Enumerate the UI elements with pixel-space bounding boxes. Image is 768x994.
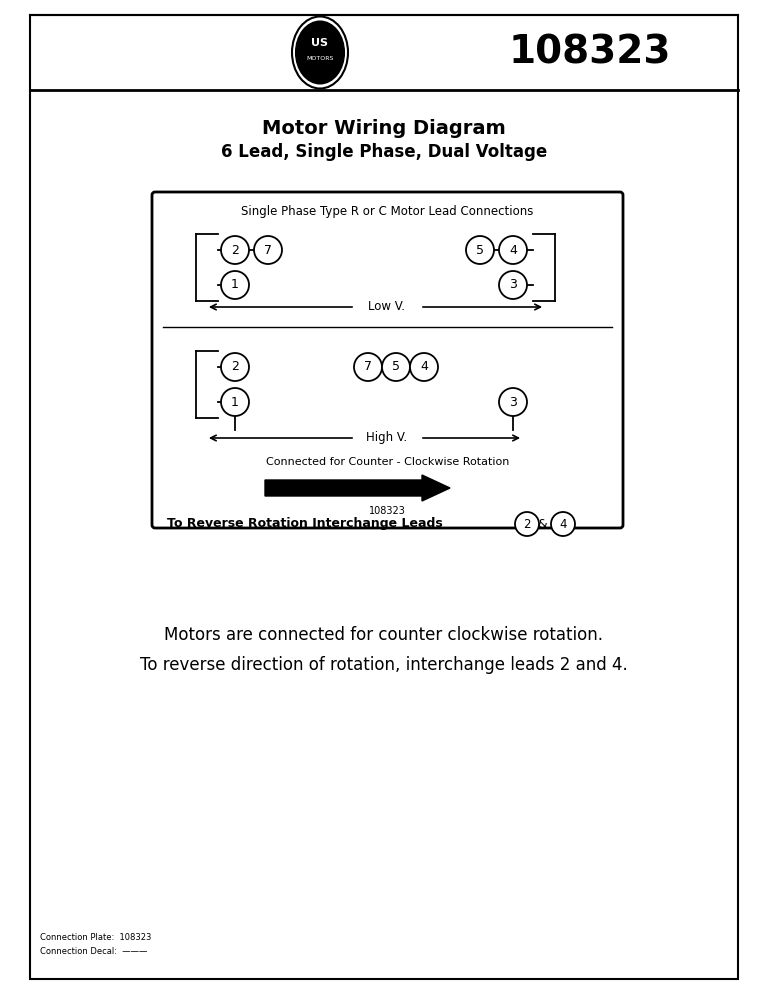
FancyBboxPatch shape — [152, 192, 623, 528]
Text: 3: 3 — [509, 278, 517, 291]
Circle shape — [354, 353, 382, 381]
Circle shape — [410, 353, 438, 381]
Text: US: US — [312, 39, 329, 49]
FancyArrow shape — [265, 475, 450, 501]
Circle shape — [499, 388, 527, 416]
Text: &: & — [537, 518, 547, 531]
Ellipse shape — [296, 21, 344, 83]
Text: 2: 2 — [231, 361, 239, 374]
Text: 5: 5 — [392, 361, 400, 374]
Circle shape — [499, 271, 527, 299]
Text: 1: 1 — [231, 278, 239, 291]
Circle shape — [515, 512, 539, 536]
Circle shape — [499, 236, 527, 264]
Circle shape — [466, 236, 494, 264]
Circle shape — [551, 512, 575, 536]
Circle shape — [254, 236, 282, 264]
Text: Connection Decal:  ———: Connection Decal: ——— — [40, 946, 147, 955]
Text: Low V.: Low V. — [369, 300, 406, 313]
Text: 108323: 108323 — [369, 506, 406, 516]
Text: Connected for Counter - Clockwise Rotation: Connected for Counter - Clockwise Rotati… — [266, 457, 509, 467]
Text: 3: 3 — [509, 396, 517, 409]
Text: 2: 2 — [523, 518, 531, 531]
Text: 4: 4 — [559, 518, 567, 531]
Text: 4: 4 — [509, 244, 517, 256]
Text: 2: 2 — [231, 244, 239, 256]
Text: Single Phase Type R or C Motor Lead Connections: Single Phase Type R or C Motor Lead Conn… — [241, 205, 534, 218]
Text: 108323: 108323 — [508, 34, 671, 72]
Text: Motors are connected for counter clockwise rotation.: Motors are connected for counter clockwi… — [164, 626, 604, 644]
Circle shape — [221, 353, 249, 381]
Text: 6 Lead, Single Phase, Dual Voltage: 6 Lead, Single Phase, Dual Voltage — [221, 143, 547, 161]
Text: 1: 1 — [231, 396, 239, 409]
Text: High V.: High V. — [366, 431, 408, 444]
Circle shape — [221, 236, 249, 264]
Text: Motor Wiring Diagram: Motor Wiring Diagram — [262, 118, 506, 137]
Text: 5: 5 — [476, 244, 484, 256]
Text: To Reverse Rotation Interchange Leads: To Reverse Rotation Interchange Leads — [167, 518, 442, 531]
Text: MOTORS: MOTORS — [306, 56, 333, 61]
Text: 7: 7 — [264, 244, 272, 256]
Text: 4: 4 — [420, 361, 428, 374]
Circle shape — [382, 353, 410, 381]
Text: 7: 7 — [364, 361, 372, 374]
Text: Connection Plate:  108323: Connection Plate: 108323 — [40, 932, 151, 941]
Ellipse shape — [292, 17, 348, 88]
Circle shape — [221, 388, 249, 416]
Circle shape — [221, 271, 249, 299]
Text: To reverse direction of rotation, interchange leads 2 and 4.: To reverse direction of rotation, interc… — [140, 656, 628, 674]
